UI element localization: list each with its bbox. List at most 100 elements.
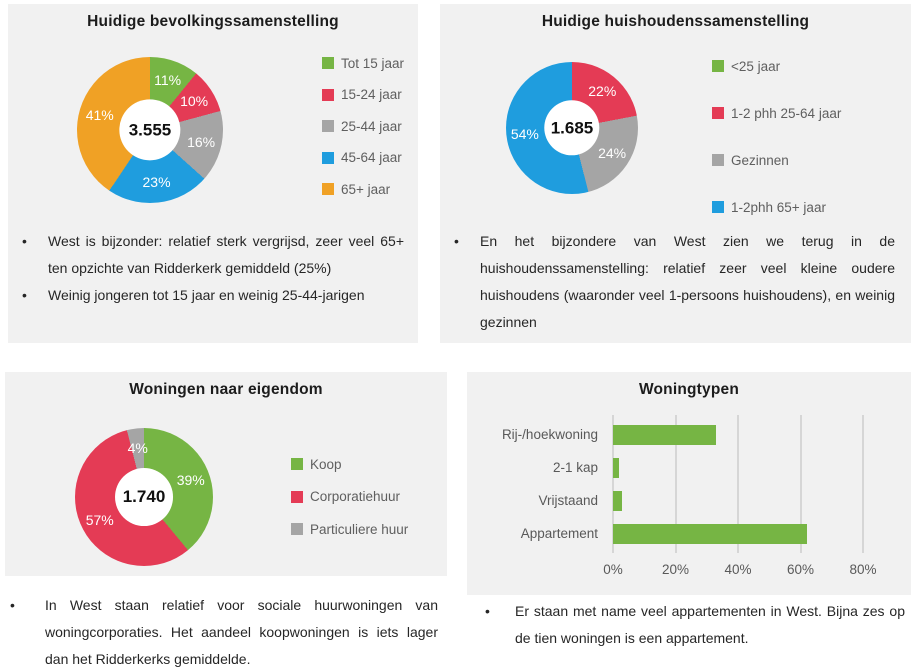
panel-bevolking: Huidige bevolkingssamenstelling 3.555 11… [8,4,418,343]
bullet-item: In West staan relatief voor sociale huur… [5,592,438,670]
donut-percent-label: 57% [85,511,114,528]
panel-huishoudens: Huidige huishoudenssamenstelling 1.685 2… [440,4,911,343]
donut-chart-eigendom: 1.740 39% 57% 4% [75,428,213,566]
bar-plot-area [612,415,864,553]
legend-swatch-icon [712,60,724,72]
legend-swatch-icon [322,57,334,69]
legend-label: Corporatiehuur [310,489,401,504]
donut-percent-label: 11% [154,72,182,89]
donut-percent-label: 54% [510,125,539,142]
gridline [674,415,677,553]
bullet-text: Weinig jongeren tot 15 jaar en weinig 25… [48,287,365,303]
bullet-item: West is bijzonder: relatief sterk vergri… [20,228,404,282]
legend-swatch-icon [291,523,303,535]
axis-tick-label: 60% [786,562,815,577]
legend-swatch-icon [322,151,334,164]
legend-item: Gezinnen [712,151,841,169]
donut-percent-label: 16% [187,134,216,151]
panel-woningtypen: Woningtypen Rij-/hoekwoning 2-1 kap Vrijst… [467,372,911,595]
bar [613,457,620,478]
legend-label: 25-44 jaar [341,118,402,134]
legend-item: 15-24 jaar [322,86,404,104]
legend-label: Koop [310,456,342,472]
legend-label: 15-24 jaar [341,87,402,102]
panel-eigendom: Woningen naar eigendom 1.740 39% 57% 4% Ko… [5,372,447,576]
legend-item: 65+ jaar [322,180,404,198]
gridline [737,415,739,553]
donut-percent-label: 10% [180,93,209,110]
bar-row [613,451,863,484]
legend-item: 45-64 jaar [322,149,404,167]
donut-percent-label: 41% [85,106,114,123]
donut-percent-label: 23% [142,174,171,191]
bullet-list-bevolking: West is bijzonder: relatief sterk vergri… [20,228,404,309]
bullet-list-woningtypen: Er staan met name veel appartementen in … [467,598,905,652]
donut-center: 1.685 [544,100,600,156]
donut-center-value: 1.685 [550,118,594,137]
bullet-text: Er staan met name veel appartementen in … [515,603,905,646]
donut-percent-label: 39% [176,472,205,489]
bar-row [613,517,863,550]
category-label: Appartement [520,526,598,541]
donut-percent-label: 22% [588,83,617,100]
donut-center-value: 3.555 [128,120,172,139]
bullet-item: Er staan met name veel appartementen in … [467,598,905,652]
axis-tick-label: 20% [661,562,690,577]
donut-percent-label: 4% [127,439,148,456]
legend-swatch-icon [712,201,724,213]
legend-item: Particuliere huur [291,520,408,538]
axis-tick-label: 80% [849,562,877,577]
legend-label: Particuliere huur [310,521,409,537]
bar-row [613,484,863,517]
legend-huishoudens: <25 jaar 1-2 phh 25-64 jaar Gezinnen 1-2phh… [712,57,841,216]
axis-tick-label: 0% [603,562,623,577]
donut-center: 1.740 [115,468,173,526]
legend-swatch-icon [291,458,303,470]
legend-swatch-icon [291,490,303,503]
gridline [799,415,802,553]
legend-label: Gezinnen [731,152,789,168]
bullet-item: En het bijzondere van West zien we terug… [452,228,895,336]
legend-eigendom: Koop Corporatiehuur Particuliere huur [291,455,408,538]
legend-item: <25 jaar [712,57,841,75]
panel-title: Woningen naar eigendom [129,381,323,398]
category-label: Vrijstaand [538,493,598,508]
panel-title: Woningtypen [638,381,740,398]
bullet-list-huishoudens: En het bijzondere van West zien we terug… [452,228,895,336]
legend-item: 1-2 phh 25-64 jaar [712,104,841,122]
donut-chart-huishoudens: 1.685 22% 24% 54% [506,62,638,194]
donut-center: 3.555 [119,99,181,161]
panel-title: Huidige bevolkingssamenstelling [87,13,339,30]
bullet-item: Weinig jongeren tot 15 jaar en weinig 25… [20,282,404,309]
category-label: 2-1 kap [552,460,598,475]
axis-tick-label: 40% [724,562,752,577]
legend-swatch-icon [712,154,724,166]
legend-label: 1-2phh 65+ jaar [731,199,826,215]
gridline [862,415,864,553]
legend-swatch-icon [322,88,334,101]
legend-item: Corporatiehuur [291,488,408,506]
panel-title: Huidige huishoudenssamenstelling [541,13,810,30]
legend-label: 1-2 phh 25-64 jaar [731,105,842,121]
bar [613,523,807,544]
legend-label: 65+ jaar [341,181,391,197]
legend-item: 1-2phh 65+ jaar [712,198,841,216]
bullet-text: West is bijzonder: relatief sterk vergri… [48,233,404,276]
category-label: Rij-/hoekwoning [501,427,598,442]
bar [613,490,623,511]
donut-percent-label: 24% [598,145,627,162]
legend-swatch-icon [322,120,334,132]
legend-label: Tot 15 jaar [341,55,405,71]
legend-label: 45-64 jaar [341,150,402,165]
gridline [612,415,614,553]
donut-chart-bevolking: 3.555 11% 10% 16% 23% 41% [77,57,223,203]
legend-label: <25 jaar [731,58,781,74]
legend-item: 25-44 jaar [322,117,404,135]
bar-row [613,418,863,451]
legend-bevolking: Tot 15 jaar 15-24 jaar 25-44 jaar 45-64 jaa… [322,54,404,198]
legend-swatch-icon [712,107,724,119]
legend-swatch-icon [322,183,334,195]
bullet-text: In West staan relatief voor sociale huur… [45,597,438,667]
bullet-list-eigendom: In West staan relatief voor sociale huur… [5,592,438,670]
